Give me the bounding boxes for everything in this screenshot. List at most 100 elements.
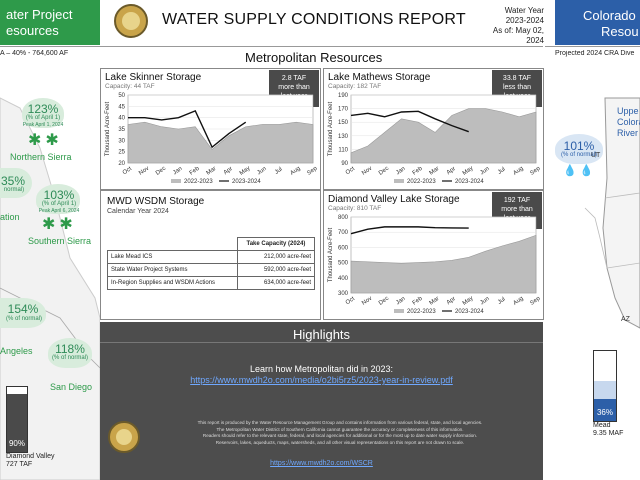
raindrop-icon: 💧💧 [563,165,597,177]
colorado-precip-pct: 101% [563,139,595,153]
highlights-link[interactable]: https://www.mwdh2o.com/media/o2bi5rz5/20… [190,375,453,385]
highlights-divider [100,342,543,343]
lake-skinner-capacity: Capacity: 44 TAF [105,83,155,90]
x-tick-label: Nov [361,166,373,177]
series-2023-2024-line [128,109,247,149]
series-2023-2024-line [350,110,469,133]
northern-sierra-cloud-icon [22,98,64,128]
northern-sierra-pct: 123% [27,102,59,116]
legend-label-2022-2023: 2022-2023 [407,179,436,185]
wsdm-title: MWD WSDM Storage [107,196,205,207]
y-tick-label: 20 [118,161,125,167]
footer-disclaimer: This report is produced by the Water Res… [140,420,540,446]
table-row: Lake Mead ICS 212,000 acre-feet [107,250,316,264]
diamond-valley-gauge: 90% [6,386,28,453]
y-tick-label: 35 [118,127,125,133]
x-tick-label: Jan [172,166,183,176]
y-tick-label: 600 [338,245,349,251]
wsdm-row-name: State Water Project Systems [107,263,238,277]
x-tick-label: Dec [378,296,390,307]
y-tick-label: 30 [118,138,125,144]
x-tick-label: Jun [479,166,490,176]
northern-sierra-label: Northern Sierra [10,152,72,162]
wsdm-header-blank [108,238,238,251]
lake-mathews-panel: Lake Mathews Storage Capacity: 182 TAF 3… [323,68,544,190]
lake-mead-pct: 36% [596,408,613,417]
colorado-precip-sub: (% of normal) [560,152,597,158]
legend-swatch-2022-2023 [394,179,404,183]
colorado-cloud-icon [555,134,603,164]
x-tick-label: Nov [361,296,373,307]
san-diego-pct: 118% [55,342,85,356]
lake-mathews-chart: 90 110 130 150 170 190 Thousand Acre-Feet Oct No… [328,93,542,185]
x-tick-label: Apr [446,166,457,176]
northern-sierra-sub: (% of April 1) [25,115,61,121]
y-tick-label: 50 [118,93,125,99]
x-tick-label: Feb [189,165,201,176]
los-angeles-pct: 154% [7,302,39,316]
section-title: Metropolitan Resources [245,50,383,65]
wsdm-header-capacity: Take Capacity (2024) [236,237,316,251]
y-tick-label: 130 [338,134,349,140]
colorado-river-map: Uppe Colora River 101% (% of normal) 💧💧 … [545,58,640,480]
san-diego-label: San Diego [50,382,93,392]
lake-skinner-badge-line2: more than [278,84,310,91]
wsdm-table-header-row: Take Capacity (2024) [108,237,316,251]
wsdm-subtitle: Calendar Year 2024 [107,208,169,215]
x-tick-label: Sep [306,165,319,176]
los-angeles-label: Angeles [0,346,33,356]
y-tick-label: 700 [338,230,349,236]
lake-mead-gauge-fill [594,395,616,421]
southern-sierra-peak: Peak April 6, 2024 [38,208,80,214]
x-tick-label: Mar [206,166,218,177]
diamond-valley-badge-line1: 192 TAF [503,197,531,204]
x-tick-label: Sep [529,295,542,306]
x-tick-label: Jan [395,166,406,176]
diamond-valley-title: Diamond Valley Lake Storage [328,194,460,205]
x-tick-label: Aug [290,166,302,177]
y-tick-label: 25 [118,150,125,156]
y-axis-label: Thousand Acre-Feet [328,227,334,282]
x-tick-label: Jul [497,297,507,306]
y-tick-label: 800 [338,215,349,221]
utah-label: UT [591,152,601,159]
x-tick-label: Oct [345,296,356,306]
x-tick-label: Feb [412,165,424,176]
lake-skinner-chart: 20 25 30 35 40 45 50 Thousand Acre-Feet Oct Nov De… [105,93,319,185]
mwd-seal-icon [114,4,148,38]
upper-colorado-line3: River [617,128,639,138]
upper-colorado-line2: Colora [617,117,640,127]
y-axis-label: Thousand Acre-Feet [105,101,111,156]
central-pct: 35% [0,174,26,188]
diamond-valley-capacity: Capacity: 810 TAF [328,205,382,212]
central-cloud-icon [0,168,32,198]
los-angeles-sub: (% of normal) [5,316,42,322]
water-year-block: Water Year 2023-2024 As of: May 02, 2024 [480,6,544,46]
wsdm-row-value: 634,000 acre-feet [236,276,316,290]
y-tick-label: 150 [338,120,349,126]
header-divider [100,46,543,47]
upper-colorado-line1: Uppe [617,106,639,116]
lake-mead-value: 9.35 MAF [593,430,624,437]
series-2022-2023-area [350,108,537,164]
diamond-valley-gauge-fill [7,393,27,452]
x-tick-label: Jun [256,166,267,176]
diamond-valley-chart: 300 400 500 600 700 800 Thousand Acre-Feet Oct N… [328,215,542,315]
footer-link[interactable]: https://www.mwdh2o.com/WSCR [270,460,373,467]
x-tick-label: Feb [412,295,424,306]
x-tick-label: Jul [497,167,507,176]
diamond-valley-pct: 90% [8,439,25,448]
lake-mathews-badge-line1: 33.8 TAF [502,75,532,82]
x-tick-label: Aug [513,166,525,177]
upper-colorado-label: Uppe Colora River [617,106,640,139]
x-tick-label: Oct [345,166,356,176]
state-water-project-map: 123% (% of April 1) Peak April 1, 2024 ✱… [0,58,100,480]
as-of-date: As of: May 02, 2024 [492,26,544,45]
x-tick-label: May [462,295,475,306]
y-axis-label: Thousand Acre-Feet [328,101,334,156]
legend-label-2022-2023: 2022-2023 [184,179,213,185]
x-tick-label: May [239,165,252,176]
x-tick-label: Nov [138,166,150,177]
series-2022-2023-area [127,121,314,164]
wsdm-row-value: 592,000 acre-feet [236,263,316,277]
